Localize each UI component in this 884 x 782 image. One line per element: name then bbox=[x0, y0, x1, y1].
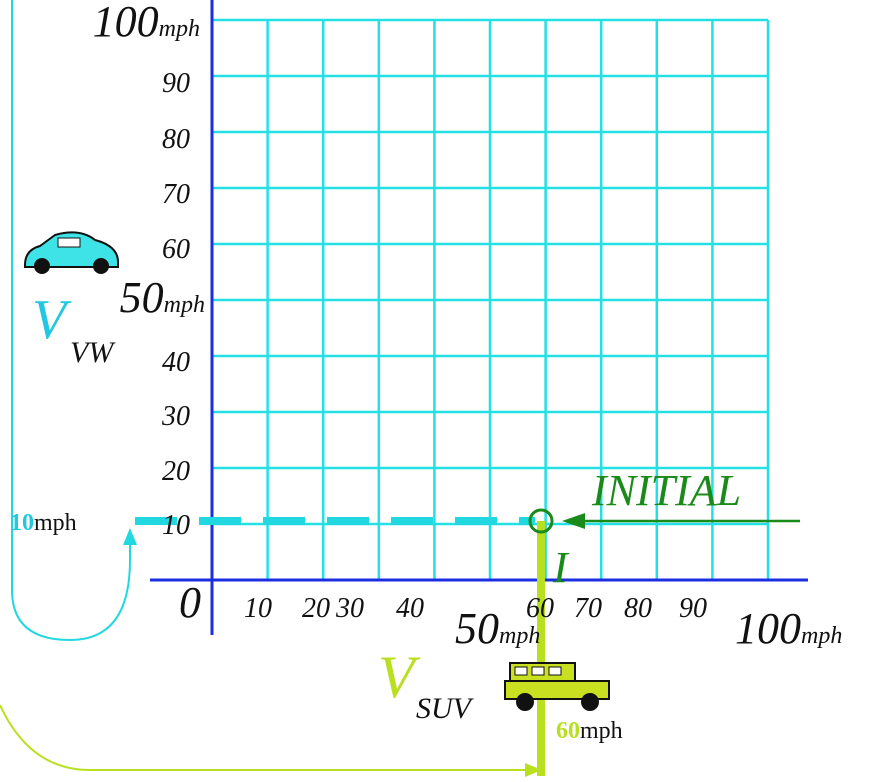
x-tick-label: 10 bbox=[244, 593, 272, 624]
diagram: 100mph 9080706040302010 50mph 0 10203040… bbox=[0, 0, 884, 782]
vw-arrowhead bbox=[123, 528, 137, 545]
suv-speed: 60mph bbox=[556, 718, 623, 744]
x-tick-label: 60 bbox=[526, 593, 554, 624]
initial-arrowhead bbox=[562, 513, 585, 529]
vw-subscript: VW bbox=[70, 336, 116, 369]
y-tick-label: 60 bbox=[162, 234, 190, 265]
y-tick-label: 10 bbox=[162, 510, 190, 541]
y-tick-label: 20 bbox=[162, 456, 190, 487]
y-tick-label: 30 bbox=[161, 401, 190, 432]
suv-subscript: SUV bbox=[416, 692, 475, 725]
initial-label: INITIAL bbox=[591, 466, 741, 515]
vw-symbol: V bbox=[32, 289, 72, 351]
y-tick-label: 40 bbox=[162, 347, 190, 378]
vw-car bbox=[25, 232, 118, 274]
vw-arrow bbox=[12, 0, 130, 640]
suv-symbol: V bbox=[378, 644, 421, 710]
y-tick-label: 70 bbox=[162, 179, 190, 210]
y-tick-label: 80 bbox=[162, 124, 190, 155]
initial-point-label: I bbox=[552, 543, 570, 592]
suv-car bbox=[505, 663, 609, 711]
x-tick-label: 40 bbox=[396, 593, 424, 624]
x-tick-label: 70 bbox=[574, 593, 602, 624]
x-tick-label: 80 bbox=[624, 593, 652, 624]
x-tick-label: 30 bbox=[335, 593, 364, 624]
y-max: 100mph bbox=[93, 0, 200, 46]
y-mid: 50mph bbox=[120, 273, 205, 322]
y-tick-label: 90 bbox=[162, 68, 190, 99]
vw-speed: 10mph bbox=[10, 510, 77, 536]
x-tick-label: 20 bbox=[302, 593, 330, 624]
x-max: 100mph bbox=[735, 604, 842, 653]
x-tick-label: 90 bbox=[679, 593, 707, 624]
origin-label: 0 bbox=[179, 578, 201, 627]
